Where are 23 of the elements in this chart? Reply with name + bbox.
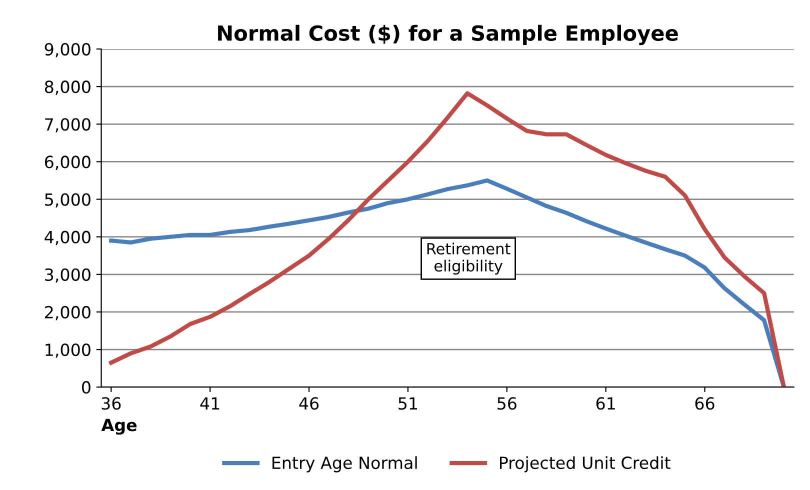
legend-label: Projected Unit Credit <box>500 456 670 472</box>
chart-title: Normal Cost ($) for a Sample Employee <box>218 24 678 46</box>
x-tick-label: 36 <box>102 397 121 410</box>
x-tick-label: 46 <box>299 397 319 410</box>
line-series <box>109 91 786 388</box>
y-tick-label: 8,000 <box>44 80 90 95</box>
y-tick-label: 3,000 <box>45 268 90 283</box>
y-tick-label: 9,000 <box>44 42 90 58</box>
x-tick-label: 56 <box>498 397 516 410</box>
y-tick-label: 6,000 <box>44 156 90 170</box>
y-tick-label: 4,000 <box>44 230 90 246</box>
y-tick-label: 0 <box>82 381 90 394</box>
legend-label: Entry Age Normal <box>272 456 417 472</box>
x-tick-label: 61 <box>596 397 615 410</box>
x-tick-label: 66 <box>695 397 714 410</box>
x-axis-title: Age <box>101 418 137 435</box>
y-tick-label: 1,000 <box>46 343 90 358</box>
annotation: Retirement eligibility <box>427 242 510 275</box>
x-tick-label: 51 <box>398 397 418 410</box>
y-tick-label: 7,000 <box>45 118 90 132</box>
y-tick-label: 5,000 <box>45 193 90 208</box>
y-tick-label: 2,000 <box>45 306 90 320</box>
x-tick-label: 41 <box>200 397 220 410</box>
